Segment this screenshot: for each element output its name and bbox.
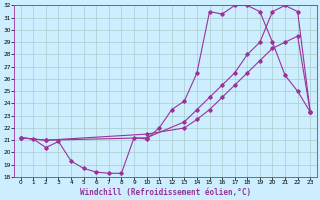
- X-axis label: Windchill (Refroidissement éolien,°C): Windchill (Refroidissement éolien,°C): [80, 188, 251, 197]
